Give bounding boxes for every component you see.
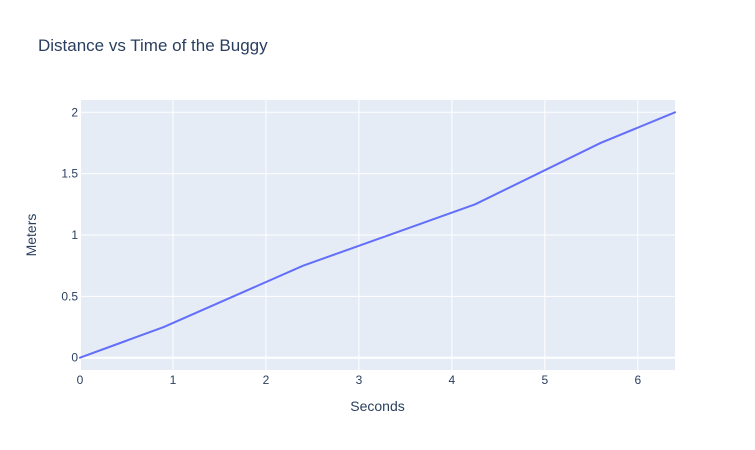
x-tick-label: 2 xyxy=(263,373,270,387)
data-line xyxy=(79,111,676,359)
zero-lines xyxy=(79,100,675,370)
y-tick-label: 1.5 xyxy=(61,167,78,181)
x-axis-title: Seconds xyxy=(350,398,404,414)
y-tick-label: 0 xyxy=(71,351,78,365)
x-tick-label: 5 xyxy=(542,373,549,387)
y-axis-title: Meters xyxy=(23,214,39,257)
x-tick-labels: 0 1 2 3 4 5 6 xyxy=(77,373,642,387)
x-tick-label: 6 xyxy=(634,373,641,387)
series-layer xyxy=(79,111,676,359)
y-tick-label: 2 xyxy=(71,105,78,119)
x-tick-label: 1 xyxy=(170,373,177,387)
x-tick-label: 4 xyxy=(449,373,456,387)
x-tick-label: 0 xyxy=(77,373,84,387)
chart-title: Distance vs Time of the Buggy xyxy=(38,36,268,55)
y-tick-label: 0.5 xyxy=(61,289,78,303)
grid-lines xyxy=(80,100,675,370)
x-tick-label: 3 xyxy=(356,373,363,387)
y-tick-label: 1 xyxy=(71,228,78,242)
y-tick-labels: 0 0.5 1 1.5 2 xyxy=(61,105,78,364)
